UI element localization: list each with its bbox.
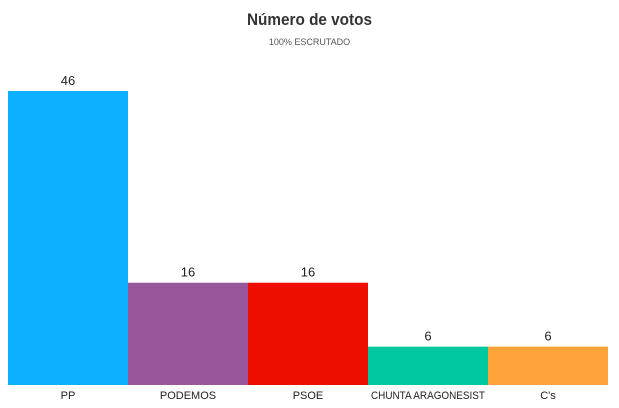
chart-title: Número de votos [247, 10, 372, 29]
chart-subtitle: 100% ESCRUTADO [268, 37, 351, 47]
category-label-pp: PP [61, 390, 76, 402]
bar-chunta-aragonesist [368, 346, 488, 385]
category-label-podemos: PODEMOS [160, 390, 216, 402]
category-label-c-s: C's [540, 390, 556, 402]
category-labels-layer: PP PODEMOS PSOE CHUNTA ARAGONESIST C's [61, 390, 557, 402]
value-label-psoe: 16 [301, 265, 315, 280]
bar-psoe [248, 282, 368, 385]
value-label-pp: 46 [61, 73, 75, 88]
value-label-chunta-aragonesist: 6 [424, 329, 431, 344]
value-labels-layer: 46 16 16 6 6 [61, 73, 552, 344]
bars-layer [8, 91, 608, 385]
value-label-podemos: 16 [181, 265, 195, 280]
category-label-chunta-aragonesist: CHUNTA ARAGONESIST [371, 390, 485, 402]
bar-podemos [128, 282, 248, 385]
value-label-c-s: 6 [544, 329, 551, 344]
bar-pp [8, 91, 128, 385]
category-label-psoe: PSOE [293, 390, 324, 402]
bar-c-s [488, 346, 608, 385]
